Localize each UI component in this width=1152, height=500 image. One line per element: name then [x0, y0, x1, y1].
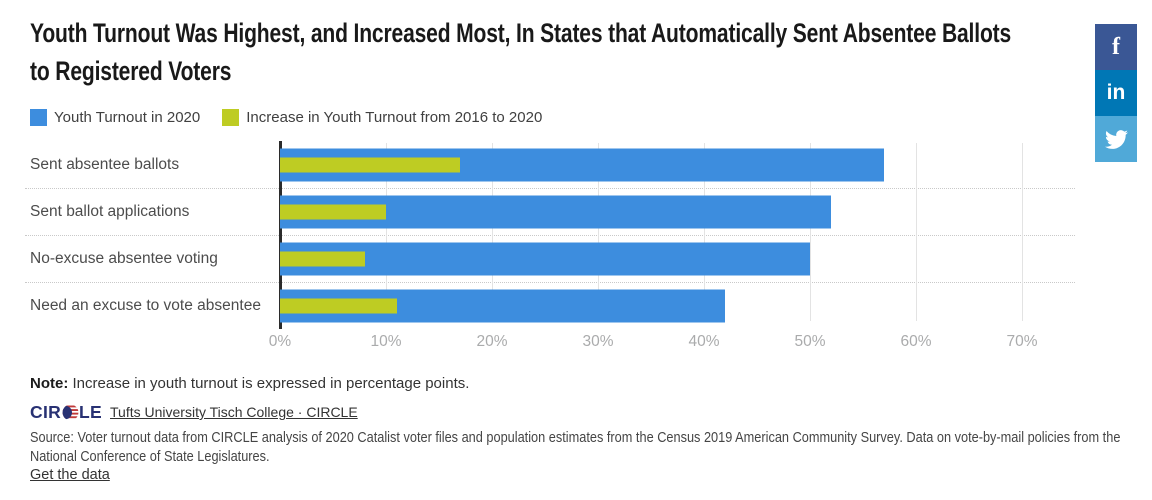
source-text: Source: Voter turnout data from CIRCLE a… [30, 429, 1121, 465]
gridline [598, 143, 599, 321]
gridline [809, 143, 811, 321]
x-axis-tick-label: 20% [476, 333, 508, 350]
x-axis-tick-label: 10% [370, 333, 402, 350]
category-label: Sent absentee ballots [30, 155, 180, 173]
facebook-share-button[interactable]: f [1095, 24, 1137, 70]
category-label: Need an excuse to vote absentee [30, 296, 261, 314]
circle-logo-text-left: CIR [30, 401, 62, 422]
x-axis-tick-label: 0% [268, 333, 292, 350]
attribution-row: CIR LE Tufts University Tisch College · C… [30, 402, 1152, 422]
circle-logo-globe-icon [62, 404, 78, 420]
x-axis-tick-label: 50% [794, 333, 826, 350]
x-axis-tick-labels: 0% 10% 20% 30% 40% 50% 60% 70% [269, 333, 1075, 353]
bar-area [280, 188, 1075, 235]
gridline [1022, 143, 1023, 321]
linkedin-icon: in [1106, 81, 1126, 104]
category-label: Sent ballot applications [30, 202, 190, 220]
attribution-link[interactable]: Tufts University Tisch College · CIRCLE [110, 404, 358, 420]
legend-label-increase: Increase in Youth Turnout from 2016 to 2… [246, 108, 543, 126]
twitter-icon [1104, 129, 1128, 149]
chart-rows: Sent absentee ballots Sent ballot applica… [30, 141, 1075, 329]
grid-layer [279, 141, 1075, 329]
bar-turnout-increase [280, 204, 386, 219]
row-separator-dotted-line [25, 235, 1075, 236]
bar-area [280, 235, 1075, 282]
twitter-share-button[interactable] [1095, 116, 1137, 162]
gridline [704, 143, 705, 321]
gridline [386, 143, 387, 321]
note-label: Note: [30, 375, 69, 392]
note-text: Increase in youth turnout is expressed i… [72, 375, 470, 392]
legend-swatch-turnout-2020 [30, 108, 47, 126]
x-axis-tick-label: 30% [582, 333, 614, 350]
page-title: Youth Turnout Was Highest, and Increased… [30, 14, 1082, 92]
horizontal-bar-chart: Sent absentee ballots Sent ballot applica… [25, 141, 1075, 353]
chart-row: Sent absentee ballots [30, 141, 1075, 188]
circle-logo-text-right: LE [79, 401, 103, 422]
title-line-1: Youth Turnout Was Highest, and Increased… [30, 18, 1012, 48]
legend-label-turnout-2020: Youth Turnout in 2020 [54, 108, 201, 126]
social-share-buttons: f in [1095, 24, 1137, 162]
bar-turnout-increase [280, 157, 461, 172]
title-line-2: to Registered Voters [30, 56, 232, 86]
chart-row: Sent ballot applications [30, 188, 1075, 235]
bar-youth-turnout-2020 [280, 242, 810, 275]
bar-area [280, 141, 1075, 188]
facebook-icon: f [1112, 33, 1120, 60]
y-axis-baseline [279, 141, 282, 329]
legend-swatch-increase [222, 108, 240, 126]
circle-logo: CIR LE [30, 402, 102, 423]
get-the-data-link[interactable]: Get the data [30, 467, 110, 483]
chart-note: Note: Increase in youth turnout is expre… [30, 375, 1152, 392]
row-separator-dotted-line [25, 282, 1075, 283]
bar-turnout-increase [280, 251, 365, 266]
row-separator-dotted-line [25, 188, 1075, 189]
chart-row: No-excuse absentee voting [30, 235, 1075, 282]
chart-legend: Youth Turnout in 2020 Increase in Youth … [30, 108, 1152, 126]
chart-row: Need an excuse to vote absentee [30, 282, 1075, 329]
gridline [492, 143, 493, 321]
category-label: No-excuse absentee voting [30, 249, 218, 267]
x-axis-tick-label: 60% [900, 333, 932, 350]
linkedin-share-button[interactable]: in [1095, 70, 1137, 116]
x-axis-tick-label: 40% [688, 333, 720, 350]
bar-area [280, 282, 1075, 329]
bar-turnout-increase [280, 298, 397, 313]
gridline [916, 143, 917, 321]
x-axis-tick-label: 70% [1006, 333, 1038, 350]
